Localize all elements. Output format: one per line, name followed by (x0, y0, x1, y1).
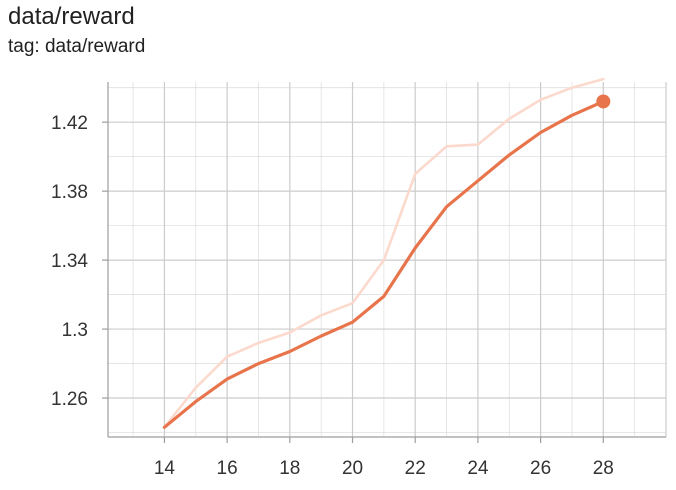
data-series (162, 78, 611, 429)
y-tick-label: 1.38 (51, 182, 88, 203)
chart-subtitle: tag: data/reward (8, 36, 146, 57)
x-tick-label: 22 (405, 458, 426, 479)
raw-series-line (163, 78, 605, 429)
y-tick-label: 1.3 (62, 320, 88, 341)
grid-lines (108, 82, 667, 437)
x-tick-label: 26 (530, 458, 551, 479)
y-tick-label: 1.26 (51, 389, 88, 410)
chart-title: data/reward (8, 3, 135, 30)
x-tick-label: 14 (154, 458, 176, 479)
x-tick-label: 24 (467, 458, 489, 479)
y-tick-label: 1.34 (51, 251, 88, 272)
y-tick-label: 1.42 (51, 113, 88, 134)
smoothed-series-line (162, 99, 605, 429)
x-tick-label: 18 (279, 458, 300, 479)
tick-labels: 14 16 18 20 22 24 26 28 1.26 1.3 1.34 1.38 1.42 (51, 113, 614, 479)
axes (102, 82, 666, 443)
x-tick-label: 16 (217, 458, 238, 479)
last-point-marker (596, 94, 611, 109)
x-tick-label: 20 (342, 458, 363, 479)
x-tick-label: 28 (593, 458, 614, 479)
